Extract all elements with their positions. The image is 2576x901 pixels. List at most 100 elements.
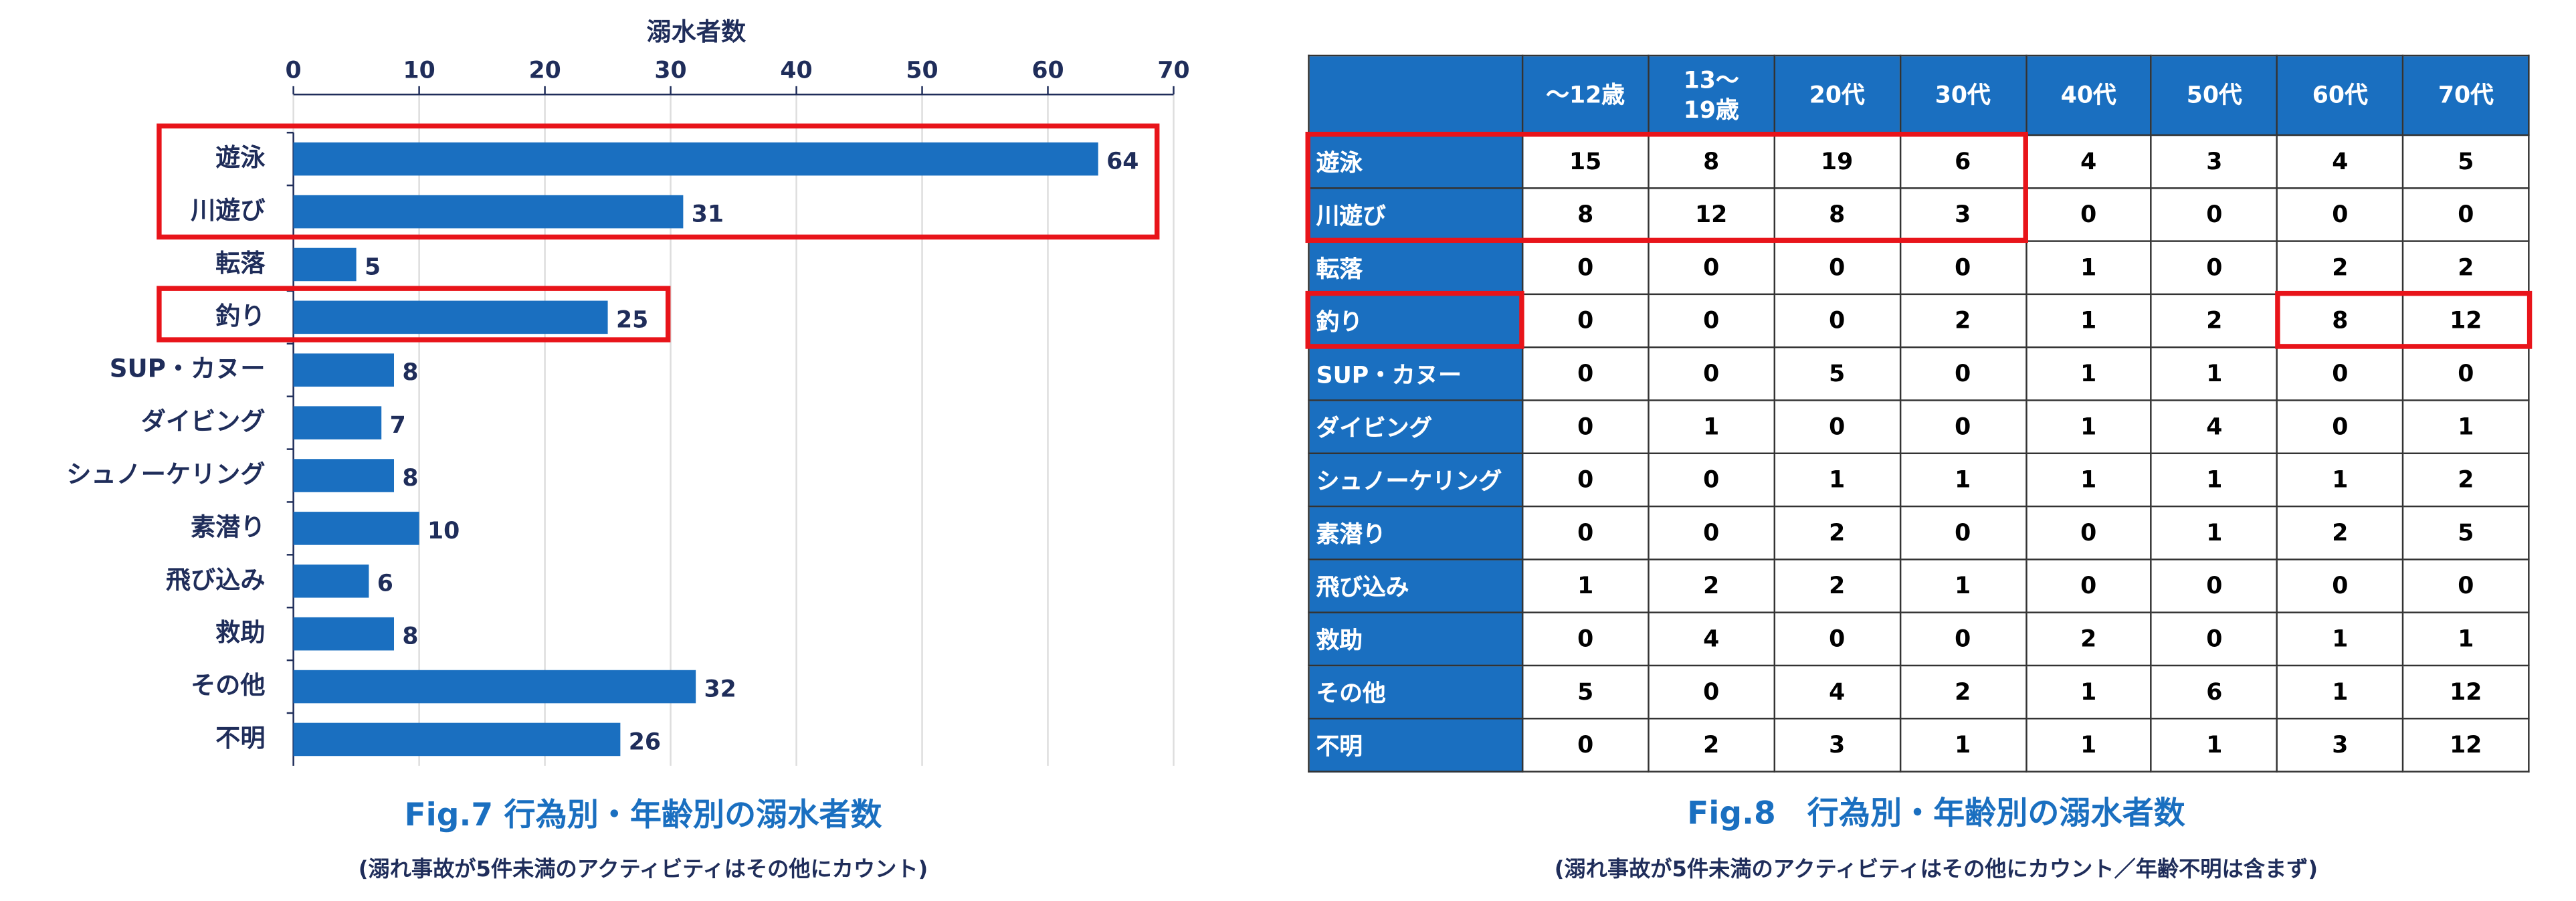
data-label: 8 xyxy=(402,359,418,386)
y-tick-label: 不明 xyxy=(215,723,265,753)
bar xyxy=(293,300,608,334)
cell: 2 xyxy=(2151,293,2278,348)
table-row: 釣り 0 0 0 2 1 2 8 12 xyxy=(1308,293,2530,348)
table-row: SUP・カヌー 0 0 5 0 1 1 0 0 xyxy=(1308,346,2530,401)
table-row: その他 5 0 4 2 1 6 1 12 xyxy=(1308,664,2530,720)
cell: 8 xyxy=(1773,187,1901,242)
data-label: 6 xyxy=(377,571,393,597)
data-label: 31 xyxy=(692,201,724,228)
cell: 3 xyxy=(2276,718,2404,773)
x-tick-label: 10 xyxy=(403,58,435,84)
column-header: 40代 xyxy=(2025,54,2153,136)
bar xyxy=(293,247,357,282)
corner-cell xyxy=(1308,54,1524,136)
data-label: 26 xyxy=(629,728,661,755)
y-tick-label: 転落 xyxy=(215,248,266,278)
cell: 0 xyxy=(1898,240,2027,296)
y-tick-label: 救助 xyxy=(215,617,265,647)
cell: 8 xyxy=(2276,293,2404,348)
column-header: 30代 xyxy=(1898,54,2027,136)
bar xyxy=(293,512,419,545)
table-row: ダイビング 0 1 0 0 1 4 0 1 xyxy=(1308,399,2530,454)
table-row: 遊泳 15 8 19 6 4 3 4 5 xyxy=(1308,134,2530,189)
cell: 1 xyxy=(2402,611,2530,667)
cell: 0 xyxy=(2276,187,2404,242)
x-tick-label: 20 xyxy=(528,58,561,84)
cell: 3 xyxy=(1773,718,1901,773)
cell: 0 xyxy=(1521,399,1650,454)
cell: 1 xyxy=(2025,346,2153,401)
y-tick-label: SUP・カヌー xyxy=(110,354,266,383)
cell: 0 xyxy=(1521,240,1650,296)
cell: 0 xyxy=(2276,559,2404,613)
cell: 8 xyxy=(1521,187,1650,242)
cell: 4 xyxy=(1647,611,1775,667)
cell: 0 xyxy=(1521,346,1650,401)
data-label: 7 xyxy=(390,412,406,439)
y-tick-label: 遊泳 xyxy=(215,142,266,172)
cell: 1 xyxy=(1521,559,1650,613)
cell: 2 xyxy=(1773,505,1901,561)
cell: 1 xyxy=(2276,611,2404,667)
cell: 12 xyxy=(1647,187,1775,242)
cell: 4 xyxy=(1773,664,1901,720)
row-label: その他 xyxy=(1308,664,1524,720)
cell: 1 xyxy=(1647,399,1775,454)
cell: 0 xyxy=(2025,559,2153,613)
cell: 1 xyxy=(1773,452,1901,508)
cell: 19 xyxy=(1773,134,1901,189)
cell: 0 xyxy=(1898,505,2027,561)
cell: 1 xyxy=(2025,452,2153,508)
row-label: 転落 xyxy=(1308,240,1524,296)
cell: 0 xyxy=(1773,399,1901,454)
cell: 0 xyxy=(1647,452,1775,508)
cell: 1 xyxy=(2025,399,2153,454)
x-tick-label: 40 xyxy=(780,58,812,84)
data-table: ～12歳 13～ 19歳 20代 30代 40代 50代 60代 70代 遊泳 15 8 19 6 4 3 4… xyxy=(1308,54,2530,773)
y-tick-label: ダイビング xyxy=(141,407,266,436)
cell: 1 xyxy=(1898,718,2027,773)
chart-subtitle: (溺れ事故が5件未満のアクティビティはその他にカウント) xyxy=(359,856,928,882)
cell: 0 xyxy=(1521,505,1650,561)
cell: 0 xyxy=(2151,559,2278,613)
cell: 2 xyxy=(1898,664,2027,720)
cell: 5 xyxy=(2402,505,2530,561)
cell: 1 xyxy=(1898,452,2027,508)
data-label: 64 xyxy=(1106,148,1138,175)
data-label: 8 xyxy=(402,465,418,492)
bar xyxy=(293,353,395,387)
cell: 2 xyxy=(1647,559,1775,613)
row-label: 遊泳 xyxy=(1308,134,1524,189)
cell: 1 xyxy=(2025,293,2153,348)
bar xyxy=(293,670,696,704)
cell: 8 xyxy=(1647,134,1775,189)
cell: 4 xyxy=(2025,134,2153,189)
cell: 0 xyxy=(2276,346,2404,401)
cell: 0 xyxy=(2025,505,2153,561)
x-tick-label: 0 xyxy=(286,58,302,84)
column-header: 50代 xyxy=(2151,54,2278,136)
cell: 0 xyxy=(1521,293,1650,348)
cell: 6 xyxy=(2151,664,2278,720)
cell: 1 xyxy=(2151,505,2278,561)
cell: 12 xyxy=(2402,718,2530,773)
table-subtitle: (溺れ事故が5件未満のアクティビティはその他にカウント／年齢不明は含まず) xyxy=(1555,856,2318,882)
row-label: 不明 xyxy=(1308,718,1524,773)
x-tick-label: 30 xyxy=(654,58,686,84)
cell: 12 xyxy=(2402,664,2530,720)
cell: 0 xyxy=(2025,187,2153,242)
data-label: 10 xyxy=(427,518,460,544)
row-label: 飛び込み xyxy=(1308,559,1524,613)
cell: 0 xyxy=(1521,452,1650,508)
data-label: 5 xyxy=(365,254,381,280)
row-label: SUP・カヌー xyxy=(1308,346,1524,401)
column-header: 70代 xyxy=(2402,54,2530,136)
cell: 5 xyxy=(1773,346,1901,401)
cell: 0 xyxy=(1647,240,1775,296)
column-header: 20代 xyxy=(1773,54,1901,136)
data-label: 32 xyxy=(704,676,736,703)
cell: 0 xyxy=(1773,293,1901,348)
highlight-box xyxy=(157,123,1160,240)
table-row: 救助 0 4 0 0 2 0 1 1 xyxy=(1308,611,2530,667)
